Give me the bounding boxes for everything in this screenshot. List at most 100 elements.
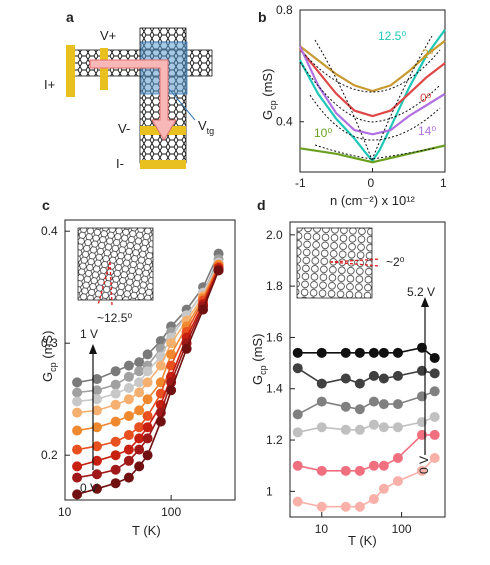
contact-i-plus <box>66 45 75 97</box>
panel-c-inset: ~12.5⁰ <box>77 227 154 325</box>
panel-d-top-voltage: 5.2 V <box>407 285 435 299</box>
c-point-8-0 <box>72 489 83 500</box>
panel-d-series <box>292 342 440 512</box>
d-point-2-8 <box>429 386 440 397</box>
d-ytick-label-3: 1.6 <box>266 330 283 344</box>
d-point-0-2 <box>340 347 351 358</box>
c-point-8-6 <box>155 416 166 427</box>
c-point-4-4 <box>134 405 145 416</box>
d-point-0-8 <box>429 352 440 363</box>
panel-b-ylabel: Gcp (mS) <box>260 69 278 120</box>
c-point-1-3 <box>123 371 134 382</box>
d-point-5-2 <box>340 501 351 512</box>
d-point-3-3 <box>354 424 365 435</box>
panel-b-fits <box>299 35 441 161</box>
panel-c-series <box>72 248 224 500</box>
c-point-5-0 <box>72 444 83 455</box>
c-point-8-5 <box>142 450 153 461</box>
d-point-5-6 <box>392 476 403 487</box>
c-ytick-label-0: 0.2 <box>41 448 58 462</box>
d-point-3-4 <box>368 419 379 430</box>
d-point-2-2 <box>340 401 351 412</box>
b-xtick-label-2: 1 <box>440 176 447 190</box>
d-point-0-4 <box>368 347 379 358</box>
angle-label-2: 0⁰ <box>420 91 432 105</box>
panel-c-top-voltage: 1 V <box>80 327 98 341</box>
c-point-0-5 <box>142 349 153 360</box>
d-xtick-label-1: 100 <box>392 522 412 536</box>
d-point-2-6 <box>392 399 403 410</box>
d-point-5-5 <box>378 483 389 494</box>
c-point-2-4 <box>134 377 145 388</box>
c-ytick-label-1: 0.3 <box>41 336 58 350</box>
series-line-b-3 <box>299 45 446 136</box>
d-point-1-0 <box>292 363 303 374</box>
d-point-4-3 <box>354 465 365 476</box>
d-point-4-8 <box>429 429 440 440</box>
panel-d-ylabel: Gcp (mS) <box>250 334 268 385</box>
c-point-3-2 <box>110 399 121 410</box>
voltage-arrow-head-d <box>421 297 429 307</box>
panel-c-letter: c <box>42 197 50 213</box>
d-point-3-1 <box>316 422 327 433</box>
d-point-2-1 <box>316 396 327 407</box>
d-point-5-8 <box>429 453 440 463</box>
panel-b: b -1 0 1 0.4 0.8 12.5⁰ 2⁰ 0⁰ 14⁰ 10⁰ Gcp (mS) n … <box>258 3 447 208</box>
c-point-8-9 <box>198 304 209 315</box>
moire-inset-12deg <box>77 227 154 301</box>
c-point-6-1 <box>91 455 102 466</box>
c-xtick-label-0: 10 <box>58 505 72 519</box>
d-line-4 <box>297 434 435 472</box>
c-point-5-1 <box>91 441 102 452</box>
panel-b-angle-labels: 12.5⁰ 2⁰ 0⁰ 14⁰ 10⁰ <box>314 29 436 140</box>
angle-line-1 <box>97 261 111 306</box>
c-point-8-3 <box>123 472 134 483</box>
d-ytick-label-2: 1.4 <box>266 382 283 396</box>
panel-d-bottom-voltage: 0 V <box>417 456 431 474</box>
c-point-5-2 <box>110 436 121 447</box>
c-point-3-0 <box>72 407 83 418</box>
panel-b-xlabel: n (cm⁻²) x 10¹² <box>330 193 416 208</box>
c-point-7-2 <box>110 464 121 475</box>
panel-a-letter: a <box>66 9 74 25</box>
c-point-6-5 <box>142 422 153 433</box>
panel-c: c 10 100 0.2 0.3 0.4 ~12.5⁰ 1 V 0 V Gcp (mS)… <box>40 197 236 538</box>
c-point-2-2 <box>110 388 121 399</box>
c-point-6-2 <box>110 450 121 461</box>
c-point-6-0 <box>72 461 83 472</box>
d-ytick-label-4: 1.8 <box>266 279 283 293</box>
c-point-4-3 <box>123 411 134 421</box>
panel-c-ticks: 10 100 0.2 0.3 0.4 <box>41 224 181 519</box>
d-point-4-4 <box>368 460 379 471</box>
d-point-2-0 <box>292 409 303 420</box>
angle-label-3: 14⁰ <box>418 124 436 138</box>
angle-label-1: 2⁰ <box>422 47 434 61</box>
d-point-1-4 <box>368 370 379 381</box>
c-point-4-7 <box>166 349 177 360</box>
c-point-0-4 <box>134 357 145 368</box>
angle-line-3 <box>329 258 381 263</box>
panel-d-letter: d <box>257 197 266 213</box>
c-point-4-1 <box>91 422 102 433</box>
series-line-b-2 <box>299 48 446 118</box>
c-point-7-3 <box>123 455 134 466</box>
c-point-1-4 <box>134 366 145 377</box>
label-i-minus: I- <box>116 156 124 171</box>
c-point-2-5 <box>142 366 153 377</box>
panel-d-inset: ~2⁰ <box>296 227 405 299</box>
label-v-minus: V- <box>118 121 130 136</box>
d-point-0-0 <box>292 347 303 358</box>
panel-c-xlabel: T (K) <box>132 523 161 538</box>
c-point-3-3 <box>123 394 134 405</box>
panel-b-letter: b <box>258 9 267 25</box>
panel-d-xlabel: T (K) <box>348 533 377 548</box>
c-point-4-5 <box>142 394 153 405</box>
d-point-3-6 <box>392 422 403 433</box>
d-point-1-1 <box>316 378 327 389</box>
c-point-3-5 <box>142 377 153 388</box>
c-point-8-7 <box>166 385 177 396</box>
panel-b-ticks: -1 0 1 0.4 0.8 <box>276 3 447 190</box>
c-point-7-0 <box>72 472 83 483</box>
voltage-arrow-head <box>89 344 97 354</box>
